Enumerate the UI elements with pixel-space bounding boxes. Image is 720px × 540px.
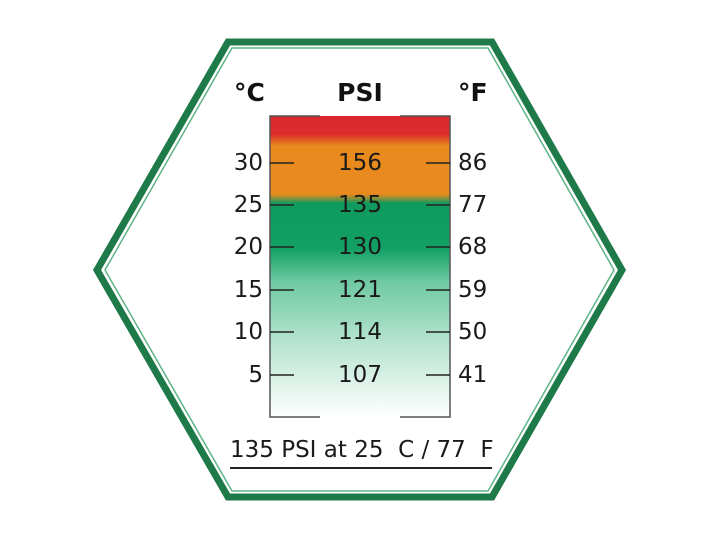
pressure-scale	[270, 116, 450, 417]
psi-value: 121	[338, 277, 382, 303]
celsius-label: 15	[233, 277, 263, 303]
fahrenheit-label: 77	[458, 192, 488, 218]
fahrenheit-label: 59	[458, 277, 488, 303]
celsius-label: 30	[233, 150, 263, 176]
fahrenheit-label: 41	[458, 362, 488, 388]
psi-value: 130	[338, 234, 382, 260]
celsius-label: 5	[248, 362, 263, 388]
fahrenheit-label: 50	[458, 319, 488, 345]
celsius-label: 20	[233, 234, 263, 260]
footer-note: 135 PSI at 25 C / 77 F	[230, 437, 494, 469]
fahrenheit-label: 68	[458, 234, 488, 260]
fahrenheit-header: °F	[458, 78, 488, 107]
psi-value: 135	[338, 192, 382, 218]
psi-value: 114	[338, 319, 382, 345]
fahrenheit-label: 86	[458, 150, 488, 176]
psi-header: PSI	[337, 78, 383, 107]
celsius-header: °C	[234, 78, 265, 107]
psi-value: 156	[338, 150, 382, 176]
scale-frame	[269, 115, 451, 418]
celsius-label: 10	[233, 319, 263, 345]
celsius-label: 25	[233, 192, 263, 218]
psi-value: 107	[338, 362, 382, 388]
